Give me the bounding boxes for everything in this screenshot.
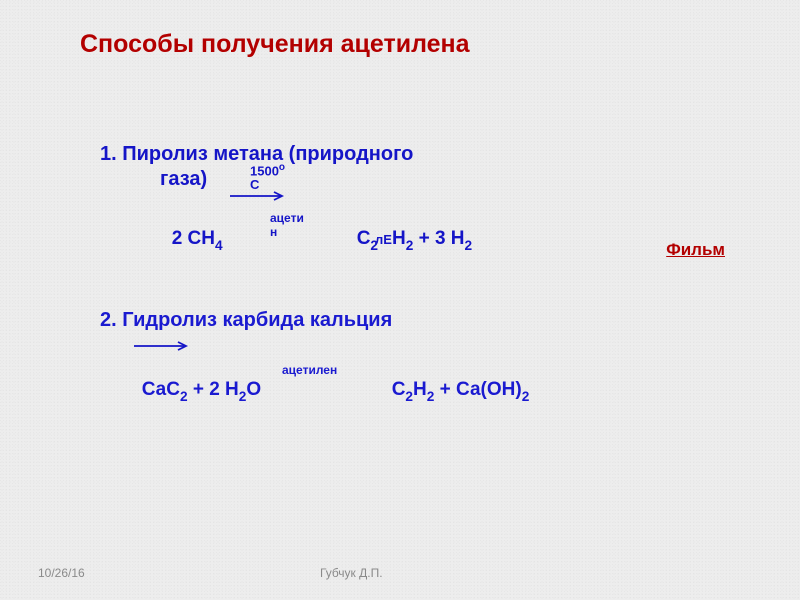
acetylene-annotation-1: ацети — [270, 212, 304, 225]
equation-1: 2 СН4 ацети н С2лЕН2 + 3 Н2 — [140, 206, 740, 236]
section-1-heading-line1: 1. Пиролиз метана (природного — [100, 142, 740, 167]
acetylene-annotation-2: ацетилен — [282, 364, 337, 377]
equation-2: СаС2 + 2 Н2О ацетилен С2Н2 + Са(ОН)2 — [110, 357, 740, 387]
temperature-annotation: 1500o С — [250, 163, 285, 192]
acetylene-annotation-1b: н — [270, 226, 277, 239]
reaction-arrow-icon — [230, 191, 290, 201]
footer-date: 10/26/16 — [38, 566, 85, 580]
section-1-heading-line2: газа) — [160, 168, 207, 190]
slide-title: Способы получения ацетилена — [80, 30, 470, 59]
film-link[interactable]: Фильм — [666, 240, 725, 260]
reaction-arrow-icon — [134, 341, 194, 351]
section-2-heading: 2. Гидролиз карбида кальция — [100, 308, 740, 333]
footer-author: Губчук Д.П. — [320, 566, 383, 580]
section-1: 1. Пиролиз метана (природного газа) 1500… — [100, 142, 740, 236]
section-2: 2. Гидролиз карбида кальция СаС2 + 2 Н2О… — [100, 308, 740, 387]
